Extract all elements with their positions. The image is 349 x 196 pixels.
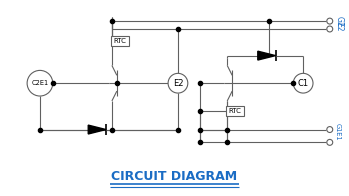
Circle shape: [293, 73, 313, 93]
Text: C2E1: C2E1: [31, 80, 49, 86]
Circle shape: [168, 73, 188, 93]
Polygon shape: [258, 51, 276, 60]
Circle shape: [27, 70, 53, 96]
Circle shape: [327, 139, 333, 145]
Text: RTC: RTC: [113, 38, 126, 44]
FancyBboxPatch shape: [111, 36, 129, 46]
Text: RTC: RTC: [229, 108, 242, 114]
Text: G1E1: G1E1: [335, 123, 341, 140]
Circle shape: [327, 127, 333, 132]
Circle shape: [327, 18, 333, 24]
Text: E2: E2: [335, 22, 344, 32]
FancyBboxPatch shape: [226, 106, 244, 116]
Polygon shape: [88, 125, 106, 134]
Text: E2: E2: [173, 79, 183, 88]
Text: C1: C1: [298, 79, 309, 88]
Circle shape: [327, 26, 333, 32]
Text: G2: G2: [335, 16, 344, 26]
Text: CIRCUIT DIAGRAM: CIRCUIT DIAGRAM: [111, 170, 238, 183]
